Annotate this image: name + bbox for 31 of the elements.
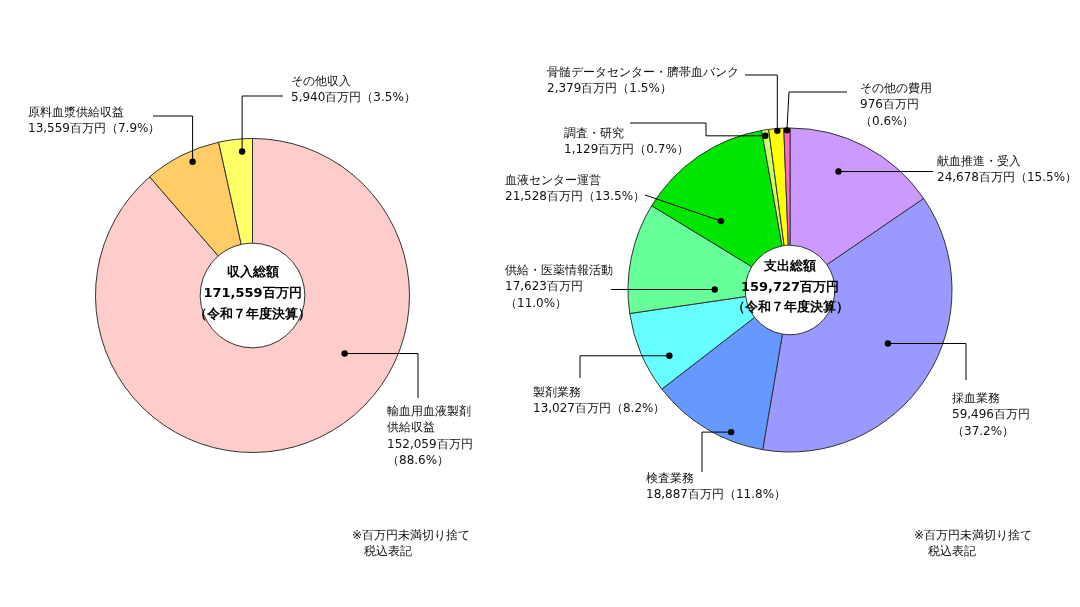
data-label: 21,528百万円（13.5%） [505, 189, 646, 204]
data-label: 24,678百万円（15.5%） [937, 170, 1078, 185]
data-label: 2,379百万円（1.5%） [547, 81, 672, 96]
slice-label: 採血業務 [952, 391, 1000, 406]
data-label: 152,059百万円（88.6%） [387, 436, 473, 467]
slice-label: 調査・研究 [564, 126, 624, 141]
slice-label: 検査業務 [646, 471, 694, 486]
data-label: 17,623百万円（11.0%） [505, 279, 583, 310]
data-label: 18,887百万円（11.8%） [646, 487, 787, 502]
slice-label: 骨髄データセンター・臍帯血バンク [547, 65, 739, 80]
slice-label: その他収入 [291, 74, 351, 89]
text: 171,559百万円（令和７年度決算） [194, 284, 311, 321]
slice-label: 献血推進・受入 [937, 154, 1021, 169]
data-label: 5,940百万円（3.5%） [291, 90, 416, 105]
text: ※百万円未満切り捨て [914, 528, 1033, 543]
text: 税込表記 [928, 544, 976, 559]
slice-label: 製剤業務 [533, 385, 581, 400]
data-label: 13,559百万円（7.9%） [28, 121, 161, 136]
slice-label: その他の費用 [860, 81, 932, 96]
text: 支出総額 [763, 258, 816, 274]
slice-label: 血液センター運営 [505, 173, 601, 188]
data-label: 13,027百万円（8.2%） [533, 401, 666, 416]
data-label: 1,129百万円（0.7%） [564, 142, 689, 157]
data-label: 976百万円（0.6%） [860, 97, 919, 128]
slice-label: 輸血用血液製剤供給収益 [387, 404, 471, 435]
data-label: 59,496百万円（37.2%） [952, 407, 1030, 438]
slice-label: 供給・医薬情報活動 [505, 263, 613, 278]
text: ※百万円未満切り捨て [352, 528, 471, 543]
text: 収入総額 [226, 263, 279, 279]
slice-label: 原料血漿供給収益 [28, 105, 124, 120]
text: 税込表記 [364, 544, 412, 559]
